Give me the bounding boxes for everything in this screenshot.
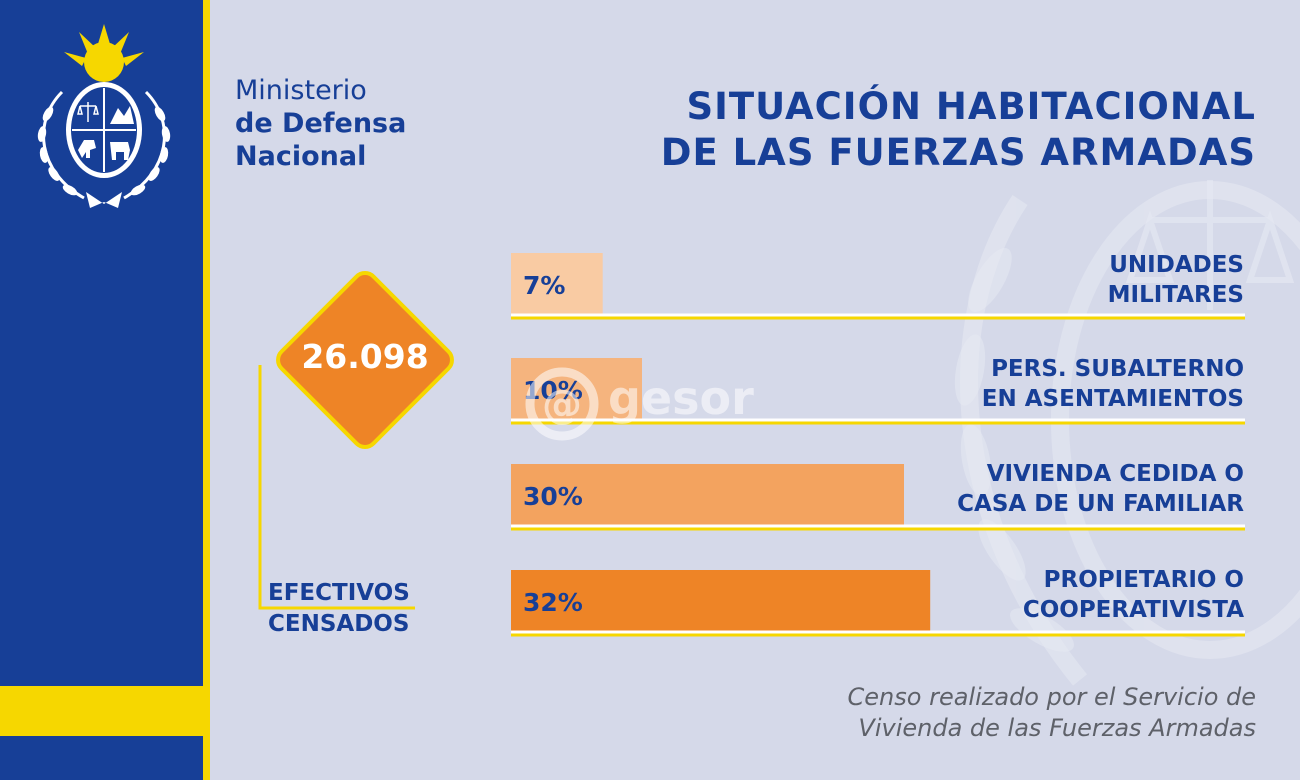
ministry-line-1: Ministerio: [235, 75, 367, 106]
footnote-line-1: Censo realizado por el Servicio de: [847, 683, 1256, 711]
total-caption-line-1: EFECTIVOS: [268, 580, 410, 606]
category-label-0: UNIDADES MILITARES: [1108, 250, 1244, 310]
sidebar-yellow-stripe: [0, 686, 203, 736]
bar-value-label-2: 30%: [523, 482, 583, 511]
total-caption: EFECTIVOS CENSADOS: [268, 578, 410, 640]
bar-2: [511, 464, 904, 526]
chart-title-line-2: DE LAS FUERZAS ARMADAS: [660, 131, 1256, 174]
category-label-1-line-2: EN ASENTAMIENTOS: [981, 386, 1244, 412]
category-label-3-line-1: PROPIETARIO O: [1043, 567, 1244, 593]
ministry-name: Ministerio de Defensa Nacional: [235, 74, 406, 173]
source-footnote: Censo realizado por el Servicio de Vivie…: [848, 682, 1256, 744]
ministry-line-2: de Defensa: [235, 108, 407, 139]
bar-value-label-0: 7%: [523, 271, 565, 300]
total-value: 26.098: [301, 337, 429, 376]
category-label-3-line-2: COOPERATIVISTA: [1022, 597, 1244, 623]
ministry-line-3: Nacional: [235, 141, 367, 172]
coat-of-arms-icon: [37, 24, 171, 208]
category-label-1: PERS. SUBALTERNO EN ASENTAMIENTOS: [982, 354, 1244, 414]
watermark-symbol: @: [542, 382, 582, 428]
sidebar-yellow-edge: [203, 0, 210, 780]
total-caption-line-2: CENSADOS: [268, 611, 410, 637]
category-label-3: PROPIETARIO O COOPERATIVISTA: [1023, 565, 1244, 625]
category-label-2-line-1: VIVIENDA CEDIDA O: [986, 461, 1244, 487]
category-label-2: VIVIENDA CEDIDA O CASA DE UN FAMILIAR: [957, 459, 1244, 519]
category-label-2-line-2: CASA DE UN FAMILIAR: [957, 491, 1244, 517]
bar-1: [511, 358, 642, 420]
category-label-0-line-2: MILITARES: [1107, 282, 1244, 308]
bar-value-label-1: 10%: [523, 376, 583, 405]
chart-title-line-1: SITUACIÓN HABITACIONAL: [686, 85, 1256, 128]
footnote-line-2: Vivienda de las Fuerzas Armadas: [858, 714, 1256, 742]
bar-3: [511, 570, 931, 632]
total-diamond: [276, 271, 454, 449]
bar-0: [511, 253, 603, 315]
bar-value-label-3: 32%: [523, 588, 583, 617]
watermark-logo: @ gesor: [525, 367, 754, 441]
watermark-text: gesor: [608, 371, 754, 425]
coat-of-arms-watermark: [954, 180, 1300, 686]
category-label-1-line-1: PERS. SUBALTERNO: [991, 356, 1244, 382]
category-label-0-line-1: UNIDADES: [1109, 252, 1244, 278]
chart-title: SITUACIÓN HABITACIONAL DE LAS FUERZAS AR…: [661, 84, 1256, 176]
